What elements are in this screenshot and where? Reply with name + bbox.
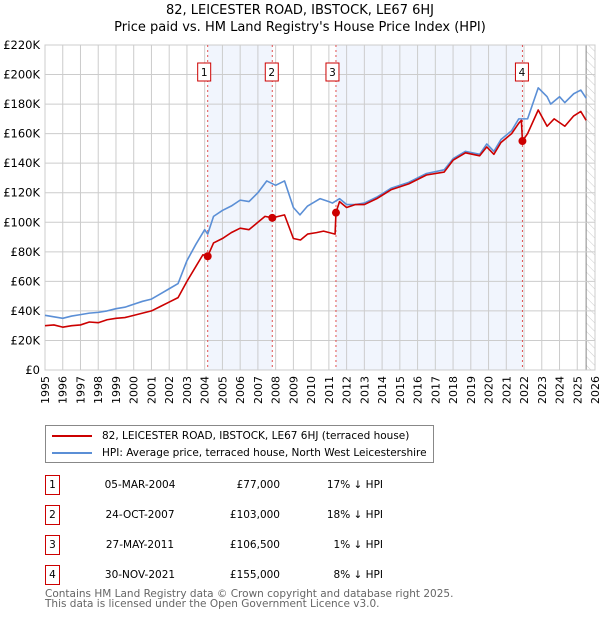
sale-label-box — [264, 62, 279, 82]
sale-label-box — [197, 62, 212, 82]
x-tick-label: 2014 — [376, 376, 389, 404]
forecast-hatch — [586, 45, 595, 370]
x-tick-label: 2005 — [216, 376, 229, 404]
x-tick-label: 2022 — [518, 376, 531, 404]
y-tick-label: £160K — [3, 127, 40, 141]
x-tick-label: 2001 — [145, 376, 158, 404]
sale-number-badge: 2 — [45, 505, 60, 525]
x-tick-label: 1998 — [92, 376, 105, 404]
x-tick-label: 1995 — [39, 376, 52, 404]
footer: Contains HM Land Registry data © Crown c… — [45, 588, 454, 610]
y-tick-label: £60K — [11, 274, 41, 288]
y-tick-label: £40K — [11, 304, 41, 318]
footer-line-1: Contains HM Land Registry data © Crown c… — [45, 588, 454, 600]
x-tick-label: 2017 — [429, 376, 442, 404]
sale-label: 4 — [519, 67, 526, 79]
x-tick-label: 2023 — [536, 376, 549, 404]
y-tick-label: £20K — [11, 333, 41, 347]
x-tick-label: 2024 — [554, 376, 567, 404]
sale-point — [518, 137, 527, 146]
sale-number-badge: 4 — [45, 565, 60, 585]
x-tick-label: 2018 — [447, 376, 460, 404]
legend-label: 82, LEICESTER ROAD, IBSTOCK, LE67 6HJ (t… — [102, 430, 410, 442]
property-price-line — [44, 109, 587, 328]
price-chart: 1995 1996 1997 1998 1999 2000 2001 2002 2003 2004… — [3, 38, 600, 404]
sale-date: 30-NOV-2021 — [104, 569, 176, 581]
sale-hpi-diff: 18% ↓ HPI — [326, 509, 383, 521]
sale-hpi-diff: 17% ↓ HPI — [326, 479, 383, 491]
x-tick-label: 2013 — [358, 376, 371, 404]
x-tick-label: 2002 — [163, 376, 176, 404]
chart-subtitle: Price paid vs. HM Land Registry's House … — [114, 20, 486, 35]
x-tick-label: 2006 — [234, 376, 247, 404]
legend-swatch-blue — [52, 452, 92, 454]
sale-date: 27-MAY-2011 — [105, 539, 175, 551]
x-tick-label: 2007 — [252, 376, 265, 404]
sale-price: £155,000 — [229, 569, 280, 581]
sale-price: £77,000 — [236, 479, 280, 491]
chart-title: 82, LEICESTER ROAD, IBSTOCK, LE67 6HJ — [166, 3, 434, 18]
x-tick-label: 2000 — [128, 376, 141, 404]
x-tick-label: 2026 — [589, 376, 600, 404]
sale-price: £103,000 — [229, 509, 280, 521]
x-tick-label: 2009 — [287, 376, 300, 404]
x-tick-label: 1996 — [57, 376, 70, 404]
x-tick-label: 2010 — [305, 376, 318, 404]
x-tick-label: 2021 — [500, 376, 513, 404]
legend-label: HPI: Average price, terraced house, Nort… — [102, 447, 427, 459]
x-tick-label: 2011 — [323, 376, 336, 404]
y-tick-label: £120K — [3, 186, 40, 200]
legend-swatch-red — [52, 435, 92, 437]
sale-point — [268, 213, 277, 222]
sale-date: 24-OCT-2007 — [105, 509, 175, 521]
sale-label-box — [325, 62, 340, 82]
y-tick-label: £100K — [3, 215, 40, 229]
x-tick-label: 2004 — [199, 376, 212, 404]
x-tick-label: 2016 — [412, 376, 425, 404]
sale-point — [203, 252, 212, 261]
plot-frame — [44, 44, 596, 371]
legend-item-property: 82, LEICESTER ROAD, IBSTOCK, LE67 6HJ (t… — [46, 428, 409, 444]
y-tick-label: £180K — [3, 97, 40, 111]
x-tick-label: 2008 — [270, 376, 283, 404]
shaded-period — [335, 45, 523, 370]
legend: 82, LEICESTER ROAD, IBSTOCK, LE67 6HJ (t… — [45, 425, 434, 463]
x-tick-label: 2012 — [341, 376, 354, 404]
sale-label: 1 — [201, 67, 208, 79]
sale-hpi-diff: 8% ↓ HPI — [333, 569, 383, 581]
x-tick-label: 2015 — [394, 376, 407, 404]
x-tick-label: 2003 — [181, 376, 194, 404]
sale-number-badge: 3 — [45, 535, 60, 555]
x-tick-label: 2025 — [571, 376, 584, 404]
sale-label-box — [514, 62, 529, 82]
sale-price: £106,500 — [229, 539, 280, 551]
y-tick-label: £220K — [3, 38, 40, 52]
legend-item-hpi: HPI: Average price, terraced house, Nort… — [46, 445, 427, 461]
sale-date: 05-MAR-2004 — [104, 479, 176, 491]
y-tick-label: £80K — [11, 245, 41, 259]
sale-number-badge: 1 — [45, 475, 60, 495]
x-tick-label: 1997 — [74, 376, 87, 404]
x-tick-label: 2020 — [483, 376, 496, 404]
y-tick-label: £140K — [3, 156, 40, 170]
x-tick-label: 1999 — [110, 376, 123, 404]
y-tick-label: £200K — [3, 68, 40, 82]
sale-hpi-diff: 1% ↓ HPI — [333, 539, 383, 551]
sale-label: 2 — [268, 67, 275, 79]
x-tick-label: 2019 — [465, 376, 478, 404]
y-tick-label: £0 — [25, 363, 40, 377]
footer-line-2: This data is licensed under the Open Gov… — [45, 598, 380, 610]
sale-point — [331, 208, 340, 217]
hpi-line — [44, 87, 587, 320]
sale-label: 3 — [329, 67, 336, 79]
